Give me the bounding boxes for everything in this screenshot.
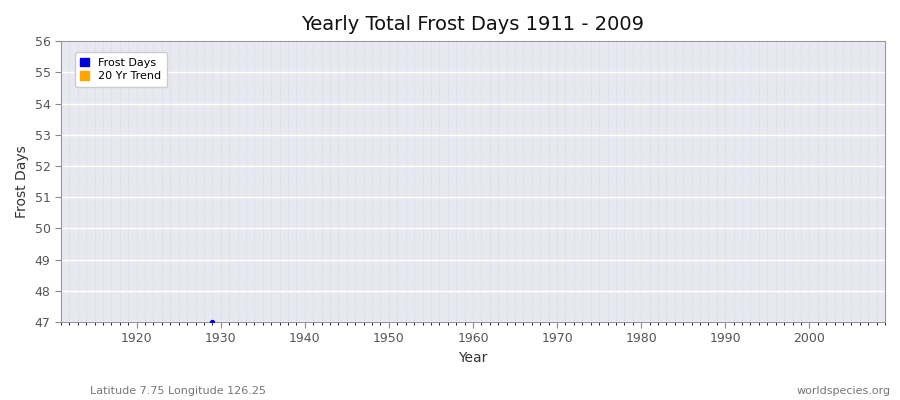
- Text: worldspecies.org: worldspecies.org: [796, 386, 891, 396]
- Text: Latitude 7.75 Longitude 126.25: Latitude 7.75 Longitude 126.25: [90, 386, 266, 396]
- Y-axis label: Frost Days: Frost Days: [15, 145, 29, 218]
- Title: Yearly Total Frost Days 1911 - 2009: Yearly Total Frost Days 1911 - 2009: [302, 15, 644, 34]
- Point: [205, 319, 220, 325]
- X-axis label: Year: Year: [458, 351, 488, 365]
- Legend: Frost Days, 20 Yr Trend: Frost Days, 20 Yr Trend: [75, 52, 166, 87]
